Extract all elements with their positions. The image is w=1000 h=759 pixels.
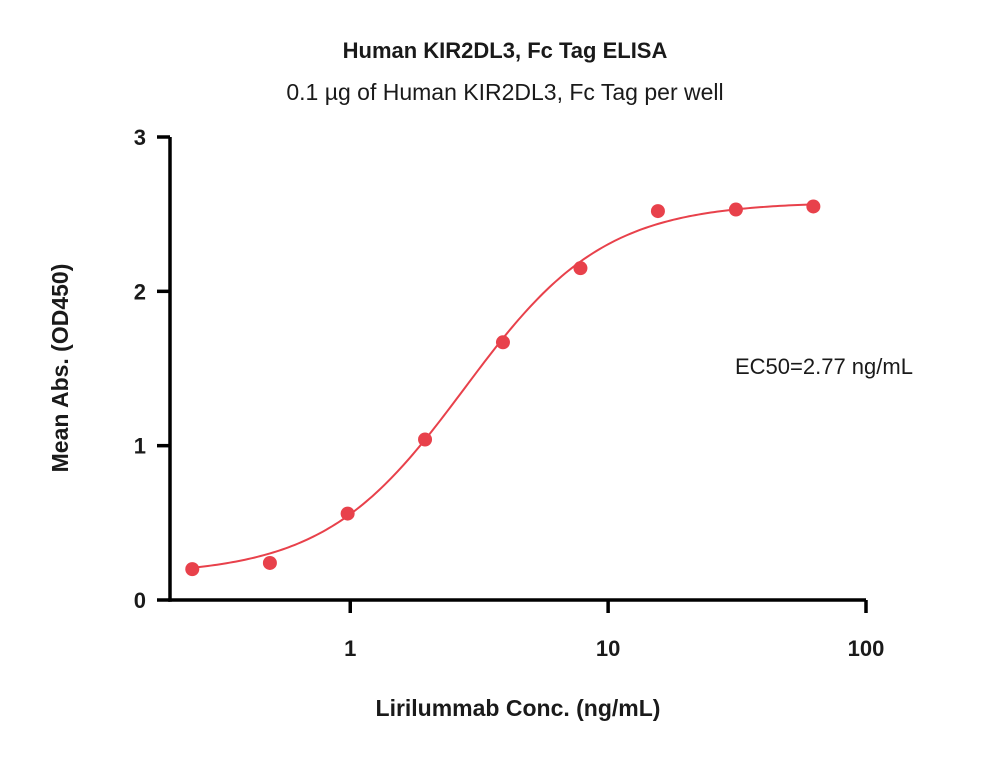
y-tick-label-1: 1 xyxy=(134,434,146,459)
data-point xyxy=(340,506,355,521)
data-point xyxy=(728,202,743,217)
x-axis-title: Lirilummab Conc. (ng/mL) xyxy=(376,695,661,721)
y-axis-title: Mean Abs. (OD450) xyxy=(47,264,73,473)
data-points xyxy=(185,199,821,577)
data-point xyxy=(573,261,588,276)
data-point xyxy=(495,335,510,350)
data-point xyxy=(262,555,277,570)
ec50-annotation: EC50=2.77 ng/mL xyxy=(735,354,913,379)
y-tick-label-2: 2 xyxy=(134,279,146,304)
x-tick-label-10: 10 xyxy=(596,636,620,661)
data-point xyxy=(806,199,821,214)
data-point xyxy=(185,562,200,577)
y-tick-label-0: 0 xyxy=(134,588,146,613)
chart-subtitle: 0.1 µg of Human KIR2DL3, Fc Tag per well xyxy=(286,79,723,105)
data-point xyxy=(418,432,433,447)
data-point xyxy=(650,204,665,219)
x-tick-label-100: 100 xyxy=(848,636,885,661)
y-tick-label-3: 3 xyxy=(134,125,146,150)
fit-curve xyxy=(192,203,814,569)
x-tick-label-1: 1 xyxy=(344,636,356,661)
x-axis-ticks: 1 10 100 xyxy=(344,600,884,661)
y-axis-ticks: 0 1 2 3 xyxy=(134,125,170,613)
chart-title: Human KIR2DL3, Fc Tag ELISA xyxy=(343,38,668,63)
